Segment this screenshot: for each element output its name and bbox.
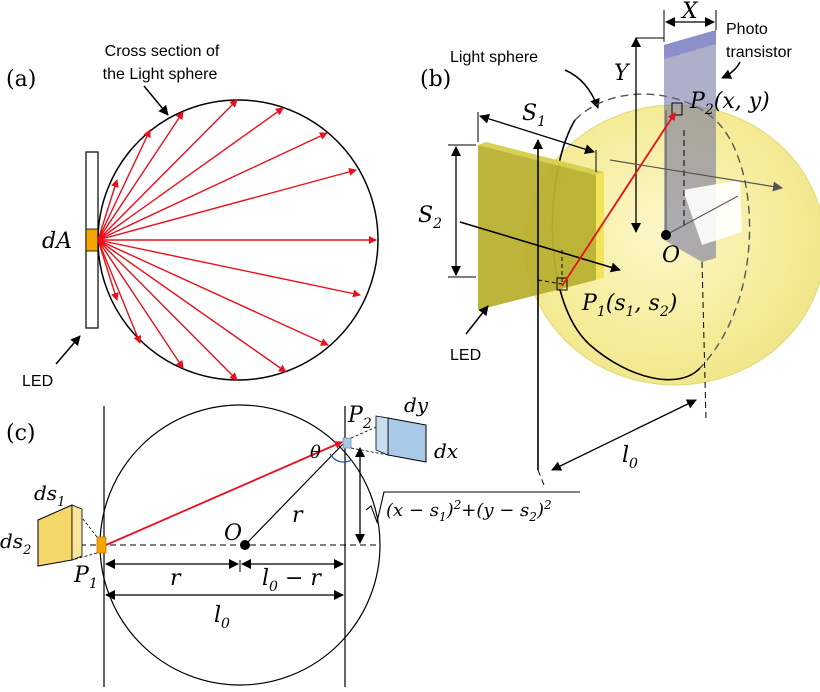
led-label-a: LED — [22, 373, 53, 390]
led-pointer-b — [465, 305, 489, 335]
light-ray — [97, 239, 142, 344]
P2-label-c: P2 — [347, 403, 372, 432]
frustum-line — [350, 421, 389, 439]
photo-pointer — [721, 61, 741, 79]
panel-a-tag: (a) — [6, 67, 36, 92]
photo-transistor-top — [664, 30, 716, 59]
r-label-radius: r — [292, 503, 304, 528]
light-ray — [97, 132, 328, 241]
diagonal-guide — [665, 195, 739, 236]
photo-transistor-cell — [671, 102, 683, 116]
panel-b: (b) Light sphere X Photo transistor Y P2… — [418, 0, 820, 486]
light-ray — [97, 239, 361, 298]
light-ray — [97, 111, 184, 241]
light-sphere-pointer — [564, 69, 600, 109]
cross-section-label-line2: the Light sphere — [103, 66, 218, 83]
cross-section-dashed — [574, 93, 751, 369]
frustum-line — [71, 504, 98, 538]
light-ray — [97, 99, 238, 241]
sensor-area-side — [375, 415, 389, 456]
light-ray — [97, 167, 357, 241]
l0-drop-right — [701, 261, 707, 421]
light-rays — [97, 99, 377, 381]
l0-label-c: l0 — [214, 603, 230, 632]
P1-label-c: P1 — [73, 563, 98, 592]
O-label-c: O — [224, 521, 242, 546]
sensor-area-dxdy — [387, 417, 427, 463]
sqrt-expression: (x − s1)2+(y − s2)2 — [386, 498, 552, 524]
light-ray — [97, 239, 119, 301]
S1-dimension — [479, 113, 595, 155]
radius-line — [244, 443, 344, 546]
theta-arc — [329, 453, 353, 463]
center-O-b — [661, 230, 671, 240]
cross-section-label-line1: Cross section of — [105, 43, 220, 60]
dA-label: dA — [42, 229, 72, 254]
sqrt-sign — [365, 491, 580, 524]
light-ray — [97, 239, 238, 381]
theta-label: θ — [310, 442, 321, 463]
led-label-b: LED — [450, 347, 481, 364]
l0-drop-left — [537, 469, 545, 486]
sensor-element-P2 — [342, 437, 352, 449]
led-area-side — [71, 504, 83, 561]
r-label-bottom: r — [170, 566, 182, 591]
light-ray — [97, 239, 287, 373]
led-pointer-a — [55, 335, 81, 365]
X-label: X — [680, 0, 699, 24]
O-label-b: O — [662, 243, 680, 268]
S1-label: S1 — [522, 101, 546, 130]
light-ray — [97, 239, 329, 346]
ray-P1-P2-c — [105, 441, 343, 546]
S2-label: S2 — [418, 203, 442, 232]
led-horizontal-axis — [459, 221, 621, 273]
panel-c: (c) r θ O P2 dy dx — [0, 393, 580, 687]
light-ray — [97, 239, 184, 369]
l0-label-b: l0 — [622, 443, 638, 472]
center-O-c — [240, 540, 250, 550]
light-ray — [97, 107, 284, 241]
Y-label: Y — [614, 61, 631, 86]
led-element-P1 — [96, 536, 107, 554]
l0-dimension-b — [551, 399, 697, 471]
ds2-label: ds2 — [0, 529, 31, 558]
led-emitter-dA — [85, 228, 99, 252]
ds1-label: ds1 — [34, 481, 65, 510]
light-spot — [683, 180, 742, 245]
x-axis-gray — [609, 159, 783, 192]
P1-label-b: P1(s1, s2) — [581, 291, 677, 320]
panel-a: (a) Cross section of the Light sphere dA — [6, 43, 379, 390]
light-ray — [97, 179, 119, 241]
led-area-ds1ds2 — [37, 504, 73, 567]
P2-label-b: P2(x, y) — [689, 89, 770, 118]
light-ray — [97, 129, 151, 241]
ray-P1-P2 — [561, 112, 676, 287]
dx-label: dx — [434, 439, 458, 463]
led-panel-edge — [596, 172, 604, 280]
l0-minus-r-label: l0 − r — [262, 566, 322, 595]
photo-label-line1: Photo — [726, 21, 768, 38]
dy-label: dy — [404, 393, 429, 417]
led-panel — [478, 145, 596, 310]
panel-b-tag: (b) — [420, 67, 451, 92]
panel-c-tag: (c) — [6, 421, 36, 446]
frustum-line — [71, 552, 98, 561]
light-sphere-label: Light sphere — [450, 49, 538, 66]
cross-section-pointer — [143, 85, 169, 116]
photo-label-line2: transistor — [726, 44, 792, 61]
